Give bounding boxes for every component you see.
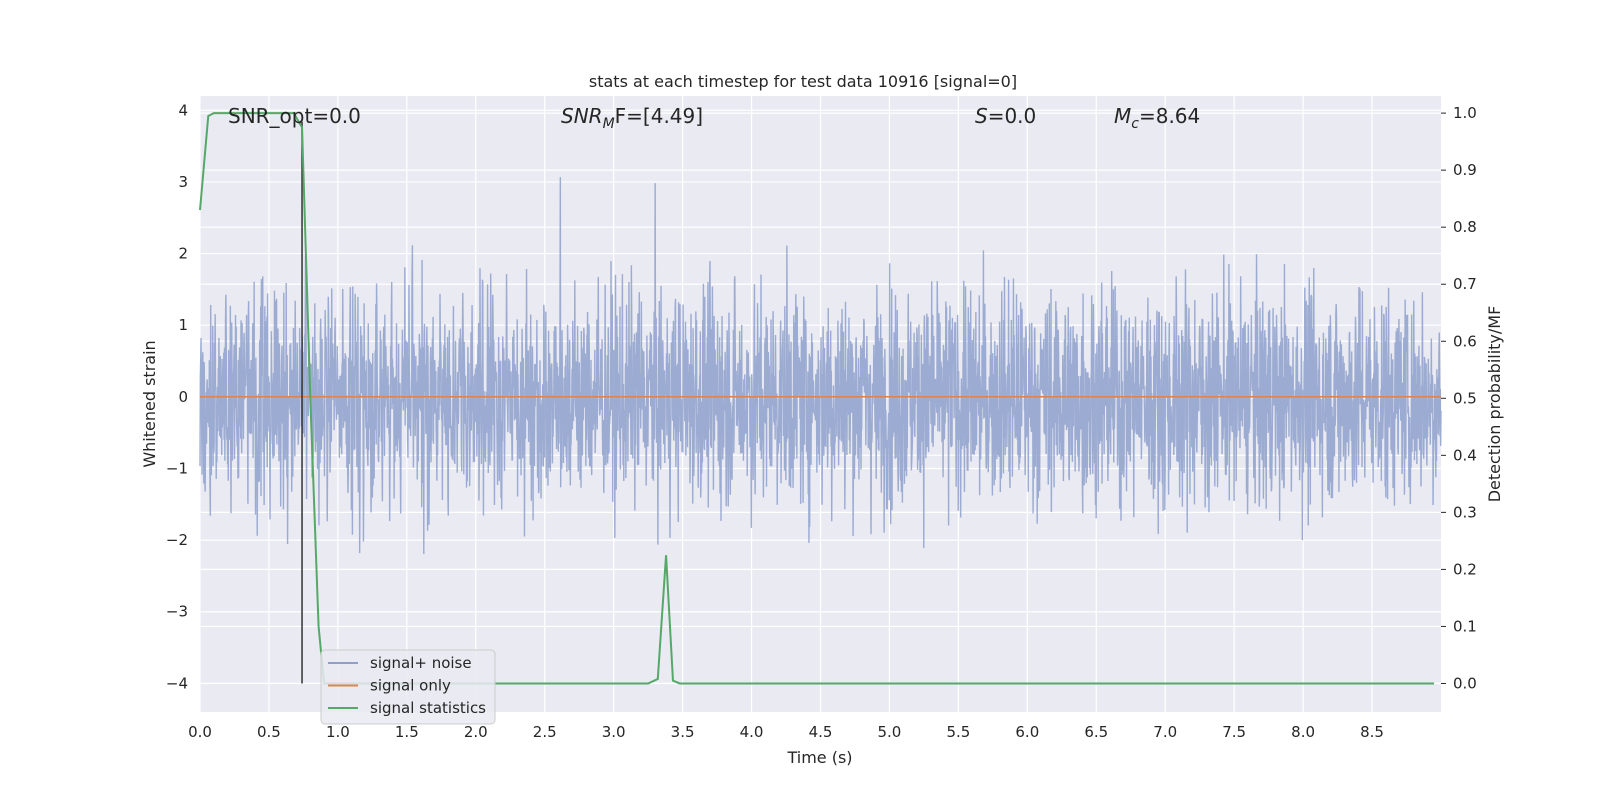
tick-labels: 0.0 0.5 1.0 1.5 2.0 2.5 3.0 3.5 4.0 4.5 5.0 5.5 6.0 6… bbox=[166, 101, 1477, 741]
y2-tick-label: 0.3 bbox=[1453, 503, 1477, 521]
annotations: SNR_opt=0.0 SNRMF=[4.49] S=0.0 Mc=8.64 bbox=[228, 104, 1200, 132]
x-tick-label: 6.0 bbox=[1015, 723, 1039, 741]
y-tick-label: −2 bbox=[166, 531, 188, 549]
annotation-mc: Mc=8.64 bbox=[1114, 104, 1200, 132]
y2-tick-label: 1.0 bbox=[1453, 104, 1477, 122]
y2-tick-label: 0.5 bbox=[1453, 389, 1477, 407]
x-tick-label: 5.5 bbox=[946, 723, 970, 741]
y2-tick-label: 0.2 bbox=[1453, 560, 1477, 578]
annotation-snr_opt: SNR_opt=0.0 bbox=[228, 104, 361, 128]
y-tick-label: 2 bbox=[178, 245, 188, 263]
x-tick-label: 2.5 bbox=[533, 723, 557, 741]
y2-tick-label: 0.1 bbox=[1453, 617, 1477, 635]
x-tick-label: 6.5 bbox=[1084, 723, 1108, 741]
x-tick-label: 4.5 bbox=[809, 723, 833, 741]
y-tick-label: −4 bbox=[166, 674, 188, 692]
x-tick-label: 8.0 bbox=[1291, 723, 1315, 741]
y2-tick-label: 0.9 bbox=[1453, 161, 1477, 179]
y2-axis-title: Detection probability/MF bbox=[1485, 306, 1504, 503]
legend-box bbox=[320, 649, 496, 725]
x-tick-label: 7.5 bbox=[1222, 723, 1246, 741]
y-tick-label: 4 bbox=[178, 101, 188, 119]
y-tick-label: 3 bbox=[178, 173, 188, 191]
x-tick-label: 4.0 bbox=[740, 723, 764, 741]
y2-tick-label: 0.0 bbox=[1453, 674, 1477, 692]
x-tick-label: 0.5 bbox=[257, 723, 281, 741]
legend: signal+ noise signal only signal statistic… bbox=[320, 649, 496, 725]
y2-tick-label: 0.8 bbox=[1453, 218, 1477, 236]
x-tick-label: 1.0 bbox=[326, 723, 350, 741]
y-tick-label: −1 bbox=[166, 459, 188, 477]
x-tick-label: 3.5 bbox=[671, 723, 695, 741]
y2-tick-label: 0.4 bbox=[1453, 446, 1477, 464]
annotation-snr_mf: SNRMF=[4.49] bbox=[561, 104, 703, 132]
x-tick-label: 3.0 bbox=[602, 723, 626, 741]
y-tick-label: −3 bbox=[166, 603, 188, 621]
x-tick-label: 0.0 bbox=[188, 723, 212, 741]
y-tick-label: 1 bbox=[178, 316, 188, 334]
x-axis-title: Time (s) bbox=[786, 748, 852, 767]
y2-tick-label: 0.7 bbox=[1453, 275, 1477, 293]
y-axis-title: Whitened strain bbox=[140, 340, 159, 467]
x-tick-label: 5.0 bbox=[878, 723, 902, 741]
annotation-s: S=0.0 bbox=[975, 104, 1036, 128]
x-tick-label: 7.0 bbox=[1153, 723, 1177, 741]
series-signal-plus-noise-path bbox=[199, 177, 1442, 554]
legend-entry-label: signal+ noise bbox=[370, 654, 472, 672]
x-tick-label: 8.5 bbox=[1360, 723, 1384, 741]
legend-entry-label: signal only bbox=[370, 677, 451, 695]
x-tick-label: 1.5 bbox=[395, 723, 419, 741]
y2-tick-label: 0.6 bbox=[1453, 332, 1477, 350]
chart-title: stats at each timestep for test data 109… bbox=[589, 72, 1017, 91]
legend-entry-label: signal statistics bbox=[370, 699, 486, 717]
x-tick-label: 2.0 bbox=[464, 723, 488, 741]
y-tick-label: 0 bbox=[178, 388, 188, 406]
series-signal-plus-noise bbox=[199, 177, 1442, 554]
